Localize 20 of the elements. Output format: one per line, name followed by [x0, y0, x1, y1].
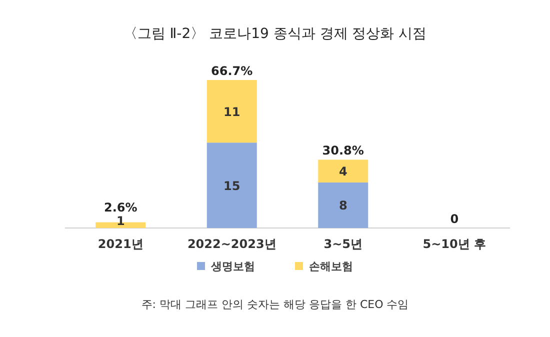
- data-label: 8: [338, 198, 348, 213]
- bar: [206, 142, 257, 228]
- text: 주: 막대 그래프 안의 숫자는 해당 응답을 한 CEO 수임: [141, 298, 409, 311]
- x-tick-label: 2022~2023년: [187, 237, 276, 251]
- x-tick-label: 2021년: [98, 237, 144, 251]
- bar: [318, 182, 368, 228]
- annotation: 0: [450, 212, 459, 226]
- legend-label: 생명보험: [210, 260, 255, 273]
- legend-label: 손해보험: [309, 260, 353, 273]
- chart-title: 〈그림 Ⅱ-2〉 코로나19 종식과 경제 정상화 시점: [123, 26, 427, 42]
- data-label: 4: [338, 164, 348, 179]
- annotation: 2.6%: [104, 200, 138, 214]
- bar: [318, 160, 368, 182]
- data-label: 11: [224, 104, 240, 119]
- x-tick-label: 5~10년 후: [422, 237, 486, 251]
- x-tick-label: 3~5년: [324, 237, 363, 251]
- bar: [206, 80, 257, 143]
- annotation: 30.8%: [322, 144, 364, 158]
- annotation: 66.7%: [211, 64, 253, 78]
- data-label: 15: [224, 178, 240, 193]
